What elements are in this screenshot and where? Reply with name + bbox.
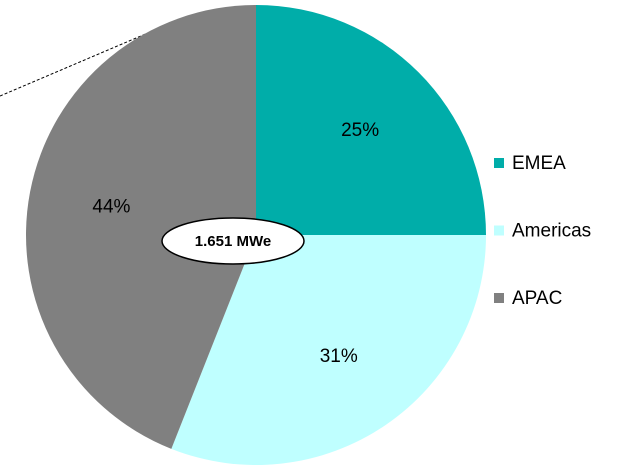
legend-swatch — [494, 158, 504, 168]
legend-label: Americas — [512, 221, 591, 242]
slice-label: 25% — [341, 120, 379, 141]
legend-label: APAC — [512, 288, 562, 309]
slice-labels: 25% 31% 44% — [92, 120, 379, 367]
pie — [25, 5, 486, 465]
slice-label: 31% — [320, 346, 358, 367]
pie-slice — [256, 5, 486, 235]
pie-slice — [171, 235, 486, 465]
center-label: 1.651 MWe — [195, 233, 271, 250]
legend-label: EMEA — [512, 153, 566, 174]
pie-slice — [25, 5, 257, 449]
legend-swatch — [494, 293, 504, 303]
legend-swatch — [494, 225, 504, 236]
leader-line — [0, 26, 163, 97]
center-ellipse — [161, 217, 305, 265]
slice-label: 44% — [92, 196, 130, 217]
legend: EMEA Americas APAC — [494, 153, 591, 309]
